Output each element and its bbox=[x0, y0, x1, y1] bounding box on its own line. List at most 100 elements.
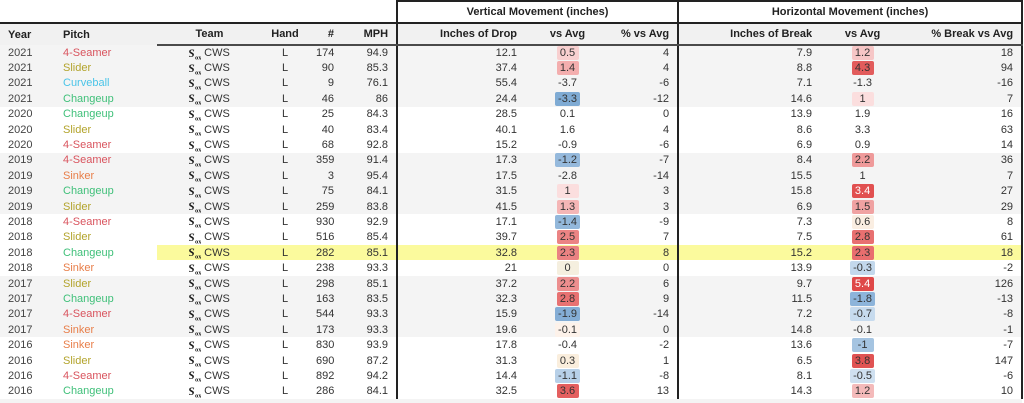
col-header-break-vs-avg[interactable]: vs Avg bbox=[820, 23, 906, 46]
drop-vs-avg-value: -2.8 bbox=[558, 169, 578, 182]
team-abbr: CWS bbox=[204, 354, 230, 367]
svg-text:ox: ox bbox=[195, 84, 201, 90]
col-header-hand[interactable]: Hand bbox=[262, 23, 308, 46]
table-row[interactable]: 2019 Slider S ox CWS L 259 83.8 41.5 1.3… bbox=[0, 198, 1024, 215]
table-row[interactable]: 2018 Changeup S ox CWS L 282 85.1 32.8 2… bbox=[0, 245, 1024, 261]
table-row[interactable]: 2021 Curveball S ox CWS L 9 76.1 55.4 -3… bbox=[0, 75, 1024, 92]
table-row[interactable]: 2021 Changeup S ox CWS L 46 86 24.4 -3.3… bbox=[0, 91, 1024, 107]
svg-text:ox: ox bbox=[195, 177, 201, 183]
break-vs-avg-cell: 5.4 bbox=[820, 275, 906, 292]
pct-vs-avg-cell: 9 bbox=[610, 291, 679, 307]
pct-vs-avg-cell: -14 bbox=[610, 306, 679, 323]
svg-text:S: S bbox=[189, 262, 195, 275]
mph-cell: 93.3 bbox=[342, 306, 398, 323]
inches-of-break-cell: 6.5 bbox=[677, 352, 821, 369]
col-header-mph[interactable]: MPH bbox=[342, 23, 398, 46]
pct-vs-avg-cell: 4 bbox=[610, 121, 679, 138]
col-header-pitch[interactable]: Pitch bbox=[55, 23, 157, 45]
table-row[interactable]: 2019 Sinker S ox CWS L 3 95.4 17.5 -2.8 … bbox=[0, 168, 1024, 184]
svg-text:S: S bbox=[189, 123, 195, 136]
year-cell: 2020 bbox=[0, 137, 55, 153]
table-row[interactable]: 2017 Sinker S ox CWS L 173 93.3 19.6 -0.… bbox=[0, 322, 1024, 338]
col-header-year[interactable]: Year bbox=[0, 23, 55, 45]
team-cell: S ox CWS bbox=[157, 291, 262, 307]
team-abbr: CWS bbox=[204, 323, 230, 336]
table-row[interactable]: 2021 Slider S ox CWS L 90 85.3 37.4 1.4 … bbox=[0, 60, 1024, 76]
svg-text:ox: ox bbox=[195, 54, 201, 60]
table-row[interactable]: 2016 4-Seamer S ox CWS L 892 94.2 14.4 -… bbox=[0, 368, 1024, 384]
pitch-cell: Changeup bbox=[55, 91, 157, 107]
pitch-count-cell: 544 bbox=[308, 306, 342, 323]
drop-vs-avg-cell: 2.5 bbox=[525, 229, 611, 246]
col-header-drop-vs-avg[interactable]: vs Avg bbox=[525, 23, 611, 46]
inches-of-drop-cell: 32.3 bbox=[396, 291, 526, 307]
year-cell: 2016 bbox=[0, 337, 55, 353]
drop-vs-avg-value: -0.1 bbox=[555, 322, 581, 337]
col-header-inches-of-break[interactable]: Inches of Break bbox=[677, 23, 821, 46]
table-row[interactable]: 2020 Slider S ox CWS L 40 83.4 40.1 1.6 … bbox=[0, 121, 1024, 138]
year-cell: 2021 bbox=[0, 45, 55, 61]
table-row[interactable]: 2019 Changeup S ox CWS L 75 84.1 31.5 1 … bbox=[0, 183, 1024, 199]
white-sox-logo-icon: S ox bbox=[188, 322, 202, 337]
break-vs-avg-cell: 0.9 bbox=[820, 137, 906, 153]
pitch-count-cell: 286 bbox=[308, 383, 342, 399]
col-header-count[interactable]: # bbox=[308, 23, 342, 46]
pct-break-vs-avg-cell: 29 bbox=[905, 198, 1024, 215]
mph-cell: 94.9 bbox=[342, 45, 398, 61]
table-row[interactable]: 2016 Slider S ox CWS L 690 87.2 31.3 0.3… bbox=[0, 352, 1024, 369]
pitch-count-cell: 238 bbox=[308, 260, 342, 276]
inches-of-break-cell: 7.1 bbox=[677, 75, 821, 92]
drop-vs-avg-cell: -1.2 bbox=[525, 152, 611, 169]
pitch-count-cell: 892 bbox=[308, 368, 342, 384]
drop-vs-avg-value: 2.3 bbox=[556, 245, 579, 260]
table-row[interactable]: 2018 Sinker S ox CWS L 238 93.3 21 0 0 1… bbox=[0, 260, 1024, 276]
drop-vs-avg-value: 0 bbox=[556, 261, 579, 276]
table-row[interactable]: 2018 4-Seamer S ox CWS L 930 92.9 17.1 -… bbox=[0, 214, 1024, 230]
year-cell: 2020 bbox=[0, 121, 55, 138]
col-header-inches-of-drop[interactable]: Inches of Drop bbox=[396, 23, 526, 46]
pct-break-vs-avg-cell: -6 bbox=[905, 368, 1024, 384]
inches-of-drop-cell: 31.3 bbox=[396, 352, 526, 369]
break-vs-avg-value: 0.9 bbox=[854, 139, 871, 152]
team-cell: S ox CWS bbox=[157, 214, 262, 230]
inches-of-drop-cell: 15.9 bbox=[396, 306, 526, 323]
hand-cell: L bbox=[262, 106, 308, 122]
table-row[interactable]: 2017 Changeup S ox CWS L 163 83.5 32.3 2… bbox=[0, 291, 1024, 307]
inches-of-break-cell: 8.8 bbox=[677, 60, 821, 76]
table-row[interactable]: 2017 Slider S ox CWS L 298 85.1 37.2 2.2… bbox=[0, 275, 1024, 292]
team-abbr: CWS bbox=[204, 62, 230, 75]
pct-vs-avg-cell: -6 bbox=[610, 75, 679, 92]
pitch-count-cell: 68 bbox=[308, 137, 342, 153]
pitch-count-cell: 75 bbox=[308, 183, 342, 199]
inches-of-drop-cell: 17.8 bbox=[396, 337, 526, 353]
drop-vs-avg-value: -0.9 bbox=[558, 139, 578, 152]
pct-vs-avg-cell: 0 bbox=[610, 106, 679, 122]
break-vs-avg-cell: 1 bbox=[820, 168, 906, 184]
drop-vs-avg-value: 1.6 bbox=[559, 123, 576, 136]
table-row[interactable]: 2019 4-Seamer S ox CWS L 359 91.4 17.3 -… bbox=[0, 152, 1024, 169]
team-abbr: CWS bbox=[204, 77, 230, 90]
table-row[interactable]: 2016 Changeup S ox CWS L 286 84.1 32.5 3… bbox=[0, 383, 1024, 399]
inches-of-break-cell: 15.2 bbox=[677, 245, 821, 261]
team-abbr: CWS bbox=[204, 292, 230, 305]
drop-vs-avg-value: -1.2 bbox=[555, 153, 581, 168]
inches-of-drop-cell: 21 bbox=[396, 260, 526, 276]
pct-vs-avg-cell: -14 bbox=[610, 168, 679, 184]
table-row[interactable]: 2018 Slider S ox CWS L 516 85.4 39.7 2.5… bbox=[0, 229, 1024, 246]
pct-break-vs-avg-cell: 16 bbox=[905, 106, 1024, 122]
pct-vs-avg-cell: -2 bbox=[610, 337, 679, 353]
year-cell: 2020 bbox=[0, 106, 55, 122]
col-header-team[interactable]: Team bbox=[157, 23, 262, 46]
drop-vs-avg-cell: -0.4 bbox=[525, 337, 611, 353]
drop-vs-avg-value: 1.3 bbox=[556, 199, 579, 214]
table-row[interactable]: 2017 4-Seamer S ox CWS L 544 93.3 15.9 -… bbox=[0, 306, 1024, 323]
table-row[interactable]: 2020 4-Seamer S ox CWS L 68 92.8 15.2 -0… bbox=[0, 137, 1024, 153]
mph-cell: 86 bbox=[342, 91, 398, 107]
table-row[interactable]: 2021 4-Seamer S ox CWS L 174 94.9 12.1 0… bbox=[0, 45, 1024, 61]
inches-of-break-cell: 7.3 bbox=[677, 214, 821, 230]
table-row[interactable]: 2020 Changeup S ox CWS L 25 84.3 28.5 0.… bbox=[0, 106, 1024, 122]
inches-of-drop-cell: 17.1 bbox=[396, 214, 526, 230]
col-header-pct-vs-avg[interactable]: % vs Avg bbox=[610, 23, 679, 46]
col-header-pct-break-vs-avg[interactable]: % Break vs Avg bbox=[905, 23, 1024, 46]
table-row[interactable]: 2016 Sinker S ox CWS L 830 93.9 17.8 -0.… bbox=[0, 337, 1024, 353]
